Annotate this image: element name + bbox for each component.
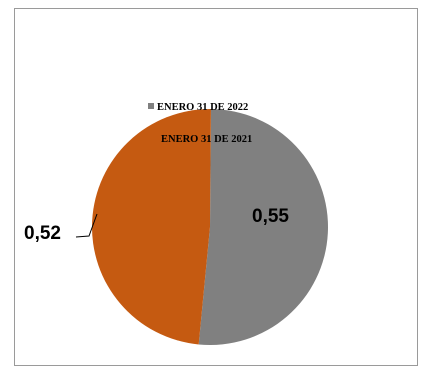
legend-label-2022: ENERO 31 DE 2022 xyxy=(157,102,248,113)
pie-slices xyxy=(92,108,329,346)
data-label-2022: 0,55 xyxy=(252,206,289,227)
data-label-2021: 0,52 xyxy=(24,223,61,244)
leader-line-2021 xyxy=(75,213,98,238)
legend: ENERO 31 DE 2022 ENERO 31 DE 2021 xyxy=(148,102,252,145)
legend-label-2021: ENERO 31 DE 2021 xyxy=(161,134,252,145)
legend-marker-2021 xyxy=(152,135,158,141)
legend-marker-2022 xyxy=(148,103,154,109)
pie-slice-2022 xyxy=(198,109,329,346)
pie-slice-2021 xyxy=(92,108,211,345)
